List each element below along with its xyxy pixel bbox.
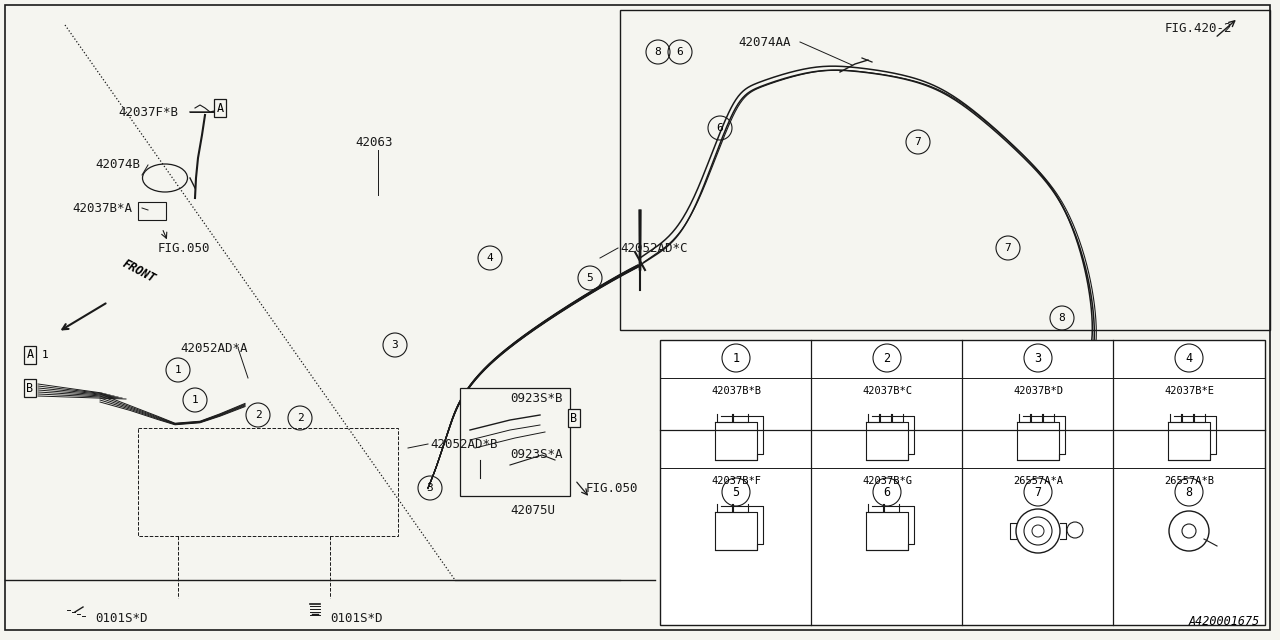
Text: 42063: 42063 [355, 136, 393, 148]
Text: FIG.050: FIG.050 [157, 241, 210, 255]
Text: 42037B*C: 42037B*C [861, 386, 911, 396]
Text: 26557A*B: 26557A*B [1164, 476, 1213, 486]
Text: 42052AD*A: 42052AD*A [180, 342, 247, 355]
Text: 1: 1 [192, 395, 198, 405]
Text: 42074AA: 42074AA [739, 35, 791, 49]
Text: 26557A*A: 26557A*A [1012, 476, 1062, 486]
Text: A420001675: A420001675 [1189, 615, 1260, 628]
Text: 42037B*G: 42037B*G [861, 476, 911, 486]
Text: 42037F*B: 42037F*B [118, 106, 178, 118]
Text: B: B [571, 412, 577, 424]
Text: 42074B: 42074B [95, 159, 140, 172]
Text: 2: 2 [883, 351, 891, 365]
Text: 42037B*B: 42037B*B [710, 386, 762, 396]
Text: 42037B*F: 42037B*F [710, 476, 762, 486]
Bar [620, 10, 1270, 330]
Text: A: A [216, 102, 224, 115]
Text: FIG.420-2: FIG.420-2 [1165, 22, 1233, 35]
Text: 5: 5 [586, 273, 594, 283]
Text: 1: 1 [732, 351, 740, 365]
Text: 6: 6 [883, 486, 891, 499]
Text: 3: 3 [1034, 351, 1042, 365]
Bar [138, 202, 166, 220]
Text: 8: 8 [654, 47, 662, 57]
Text: 42075U: 42075U [509, 504, 556, 516]
Bar [138, 428, 398, 536]
Text: 1: 1 [174, 365, 182, 375]
Text: B: B [27, 381, 33, 394]
Text: 4: 4 [1185, 351, 1193, 365]
Text: 42037B*E: 42037B*E [1164, 386, 1213, 396]
Text: 42037B*D: 42037B*D [1012, 386, 1062, 396]
Text: 6: 6 [717, 123, 723, 133]
Text: 6: 6 [677, 47, 684, 57]
Text: FRONT: FRONT [120, 257, 157, 285]
Text: 2: 2 [297, 413, 303, 423]
Text: 7: 7 [1034, 486, 1042, 499]
Text: 1: 1 [42, 350, 49, 360]
Text: 3: 3 [392, 340, 398, 350]
Bar [460, 388, 570, 496]
Text: 0923S*B: 0923S*B [509, 392, 562, 404]
Text: 8: 8 [1185, 486, 1193, 499]
Bar [660, 340, 1265, 625]
Text: 0101S*D: 0101S*D [95, 611, 147, 625]
Text: 0923S*A: 0923S*A [509, 449, 562, 461]
Text: 42052AD*C: 42052AD*C [620, 241, 687, 255]
Text: A: A [27, 349, 33, 362]
Text: 42052AD*B: 42052AD*B [430, 438, 498, 451]
Text: 7: 7 [1005, 243, 1011, 253]
Text: 5: 5 [732, 486, 740, 499]
Text: 2: 2 [255, 410, 261, 420]
Text: FIG.050: FIG.050 [586, 481, 639, 495]
Text: 0101S*D: 0101S*D [330, 611, 383, 625]
Text: 42037B*A: 42037B*A [72, 202, 132, 214]
Text: 4: 4 [486, 253, 493, 263]
Text: 8: 8 [1059, 313, 1065, 323]
Text: 3: 3 [426, 483, 434, 493]
Text: 7: 7 [915, 137, 922, 147]
